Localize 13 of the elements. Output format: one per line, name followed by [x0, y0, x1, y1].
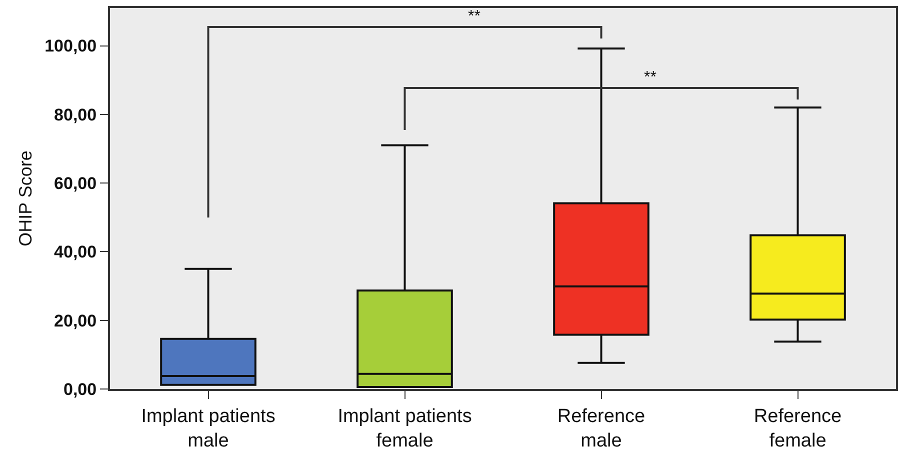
- x-tick-label: Implant patients female: [338, 406, 472, 452]
- y-tick-label: 80,00: [54, 105, 97, 124]
- y-tick-label: 100,00: [44, 36, 97, 56]
- y-tick-label: 20,00: [54, 311, 97, 330]
- x-tick-label: Implant patients male: [141, 406, 276, 452]
- x-tick-label: Reference female: [754, 406, 842, 452]
- y-tick-label: 0,00: [64, 380, 97, 399]
- x-tick-label: Reference male: [557, 406, 646, 452]
- annotation: **: [468, 8, 480, 25]
- y-tick-label: 40,00: [54, 242, 97, 262]
- y-tick-label: 60,00: [54, 174, 97, 193]
- annotation: **: [644, 69, 656, 86]
- y-axis-title: OHIP Score: [15, 150, 36, 246]
